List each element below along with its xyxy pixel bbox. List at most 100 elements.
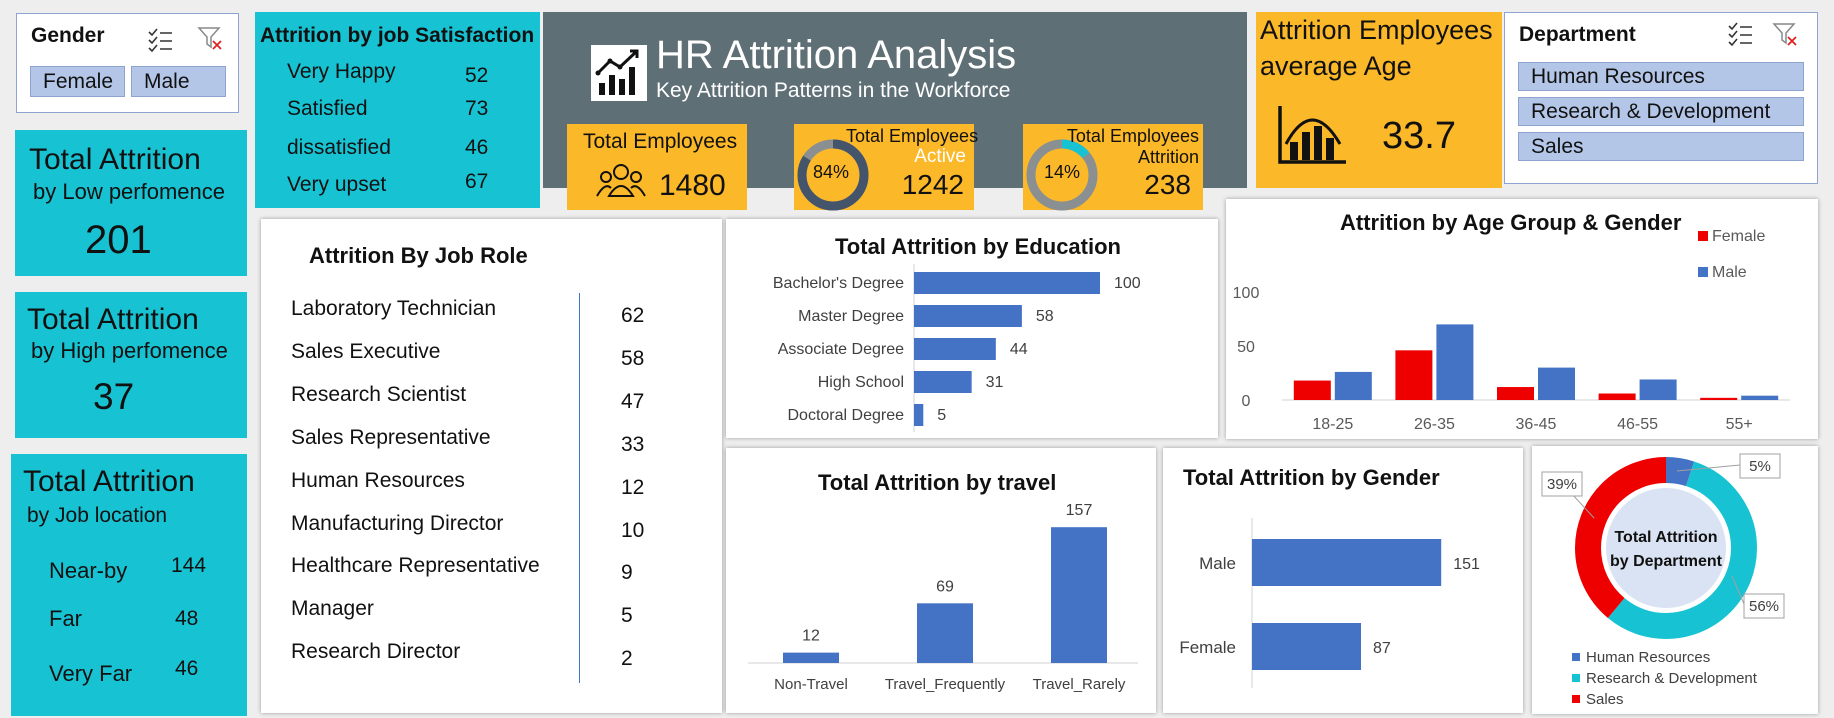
category-label: Male xyxy=(1199,554,1236,573)
data-label: 151 xyxy=(1453,556,1480,573)
donut-slice xyxy=(1575,457,1757,639)
bar xyxy=(1436,324,1474,400)
high-performance-value: 37 xyxy=(93,376,135,417)
job-role-label: Manufacturing Director xyxy=(291,512,504,535)
travel-chart-panel: Total Attrition by travel 12 Non-Travel 69… xyxy=(726,448,1156,713)
attrition-value: 238 xyxy=(1144,169,1191,200)
bar xyxy=(1051,527,1107,663)
data-label: 56% xyxy=(1749,598,1779,615)
callout-box xyxy=(1743,593,1785,619)
bar xyxy=(1293,380,1331,400)
donut-center-label: by Department xyxy=(1610,553,1723,570)
attrition-percent: 14% xyxy=(1044,162,1081,182)
bar xyxy=(914,272,1100,294)
attrition-sublabel: Attrition xyxy=(1137,147,1199,167)
gender-chart: Male 151 Female 87 xyxy=(1179,518,1480,688)
category-label: Bachelor's Degree xyxy=(773,275,904,292)
data-label: 5% xyxy=(1749,458,1771,475)
total-employees-card: Total Employees 1480 xyxy=(567,124,747,210)
active-value: 1242 xyxy=(901,169,964,200)
donut-hole xyxy=(1606,488,1726,608)
department-option-rd[interactable]: Research & Development xyxy=(1518,97,1804,126)
average-age-sublabel: average Age xyxy=(1260,51,1412,81)
department-option-sales[interactable]: Sales xyxy=(1518,132,1804,161)
low-performance-subtitle: by Low perfomence xyxy=(33,179,225,204)
multi-select-icon[interactable] xyxy=(147,27,173,53)
department-slicer: Department Human Resources Research & De… xyxy=(1504,12,1818,184)
callout-line xyxy=(1571,493,1595,519)
legend-label: Human Resources xyxy=(1586,649,1710,666)
multi-select-icon[interactable] xyxy=(1727,21,1753,47)
bar xyxy=(1700,397,1738,400)
legend-label: Female xyxy=(1712,228,1765,245)
data-label: 5 xyxy=(937,407,946,424)
data-label: 157 xyxy=(1066,502,1093,519)
x-tick-label: 55+ xyxy=(1726,416,1753,433)
page-subtitle: Key Attrition Patterns in the Workforce xyxy=(656,79,1011,102)
travel-chart: 12 Non-Travel 69 Travel_Frequently 157 Travel… xyxy=(748,502,1138,693)
job-role-label: Sales Executive xyxy=(291,340,441,363)
total-employees-value: 1480 xyxy=(659,169,726,202)
satisfaction-label: Very upset xyxy=(287,173,387,196)
location-value: 48 xyxy=(175,607,199,630)
gender-chart-title: Total Attrition by Gender xyxy=(1183,465,1440,490)
clear-filter-icon[interactable] xyxy=(1772,21,1798,47)
bar xyxy=(783,652,839,663)
category-label: Master Degree xyxy=(798,308,904,325)
category-label: High School xyxy=(818,374,904,391)
x-tick-label: 46-55 xyxy=(1617,416,1658,433)
job-role-label: Research Director xyxy=(291,640,461,663)
bar xyxy=(1497,387,1534,400)
bar-chart-icon xyxy=(591,45,647,101)
bar xyxy=(914,305,1022,327)
high-performance-title: Total Attrition xyxy=(27,303,199,336)
job-role-value: 58 xyxy=(621,347,645,370)
job-role-label: Healthcare Representative xyxy=(291,554,540,577)
job-location-card: Total Attrition by Job location Near-by … xyxy=(11,454,247,716)
average-age-value: 33.7 xyxy=(1382,115,1456,157)
education-chart: Bachelor's Degree 100 Master Degree 58 Assoc… xyxy=(773,264,1141,432)
callout-line xyxy=(1676,464,1741,472)
bar xyxy=(1639,379,1677,400)
active-donut xyxy=(797,139,869,211)
donut-center-label: Total Attrition xyxy=(1614,529,1717,546)
active-label: Total Employees xyxy=(846,126,979,146)
total-employees-label: Total Employees xyxy=(583,130,738,153)
data-label: 69 xyxy=(936,578,954,595)
clear-filter-icon[interactable] xyxy=(197,25,223,51)
low-performance-card: Total Attrition by Low perfomence 201 xyxy=(15,130,247,276)
job-location-title: Total Attrition xyxy=(23,465,195,498)
job-role-title: Attrition By Job Role xyxy=(309,243,528,268)
bar xyxy=(1598,393,1636,400)
education-chart-panel: Total Attrition by Education Bachelor's … xyxy=(726,219,1218,438)
location-label: Near-by xyxy=(49,558,128,583)
department-option-hr[interactable]: Human Resources xyxy=(1518,62,1804,91)
bar xyxy=(1395,350,1433,400)
satisfaction-panel: Attrition by job Satisfaction Very Happy… xyxy=(255,12,540,208)
callout-box xyxy=(1739,453,1781,479)
gender-chart-panel: Total Attrition by Gender Male 151 Female 8… xyxy=(1163,448,1523,713)
gender-option-male[interactable]: Male xyxy=(131,66,226,97)
bar xyxy=(1538,367,1575,400)
callout-box xyxy=(1541,471,1583,497)
travel-chart-title: Total Attrition by travel xyxy=(818,470,1057,495)
bar xyxy=(1334,371,1372,400)
legend-swatch xyxy=(1698,231,1708,241)
divider xyxy=(579,293,580,683)
satisfaction-label: Very Happy xyxy=(287,60,396,83)
department-chart-panel: Total Attrition by Department 5% 56% 39% Huma… xyxy=(1532,446,1818,714)
bar xyxy=(1252,539,1442,586)
job-role-value: 33 xyxy=(621,433,645,456)
high-performance-subtitle: by High perfomence xyxy=(31,338,228,363)
location-label: Far xyxy=(49,606,82,631)
department-slicer-title: Department xyxy=(1519,23,1636,46)
location-value: 144 xyxy=(171,554,207,577)
legend-swatch xyxy=(1572,674,1580,682)
category-label: Travel_Frequently xyxy=(885,676,1006,693)
job-role-panel: Attrition By Job Role Laboratory Technic… xyxy=(261,219,722,713)
gender-option-female[interactable]: Female xyxy=(30,66,125,97)
job-role-value: 12 xyxy=(621,476,645,499)
job-role-label: Sales Representative xyxy=(291,426,491,449)
active-employees-card: 84% Total Employees Active 1242 xyxy=(794,124,978,211)
high-performance-card: Total Attrition by High perfomence 37 xyxy=(15,292,247,438)
